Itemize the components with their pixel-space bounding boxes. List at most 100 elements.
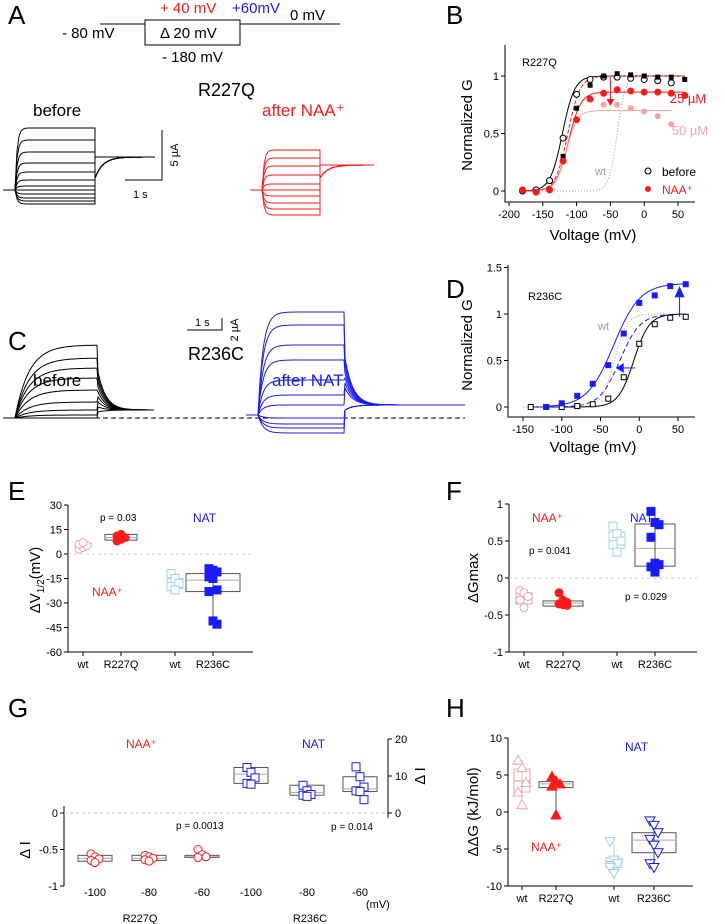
p-value: p = 0.03	[100, 513, 137, 524]
protocol-bottom: - 180 mV	[162, 49, 223, 66]
x-tick-label: R227Q	[104, 659, 139, 671]
y-tick-label: 0	[395, 808, 401, 820]
current-trace	[250, 157, 374, 191]
panel-label-a: A	[8, 0, 26, 30]
current-trace	[3, 156, 156, 191]
x-unit: (mV)	[366, 899, 390, 911]
panel-f-chart: ΔGmax NAA⁺ NAT p = 0.041 p = 0.029 -1-0.…	[465, 499, 697, 671]
y-tick-label: -1	[48, 881, 58, 893]
data-point	[667, 89, 675, 97]
x-axis-label: Voltage (mV)	[550, 439, 637, 456]
arrow-head-icon	[606, 99, 615, 106]
panel-a-after: after NAA⁺	[262, 101, 345, 120]
arrow-head-icon	[616, 362, 624, 373]
y-tick-label: 10	[490, 733, 502, 745]
data-point	[589, 401, 596, 408]
data-point	[655, 74, 661, 80]
data-point	[636, 299, 643, 306]
panel-label-c: C	[8, 326, 27, 356]
data-point	[546, 186, 554, 194]
data-point	[654, 113, 661, 120]
data-point	[648, 863, 660, 874]
current-trace	[246, 324, 465, 416]
50uM-annotation: 50 µM	[672, 123, 708, 138]
x-tick-label: R236C	[196, 659, 230, 671]
data-point	[648, 840, 660, 852]
current-trace	[250, 164, 374, 191]
data-point	[586, 95, 594, 103]
panel-e-chart: ΔV1/2(mV) p = 0.03 NAT NAA⁺ -60 -45 -30 -15…	[27, 500, 253, 671]
protocol-tail: 0 mV	[290, 7, 325, 24]
panel-label-g: G	[8, 693, 28, 723]
data-point	[573, 116, 581, 124]
naa-label: NAA⁺	[532, 511, 563, 525]
data-point	[573, 90, 581, 98]
scale-y-label: 2 µA	[229, 318, 241, 342]
y-axis-label: Δ I	[17, 841, 34, 859]
y-tick-label: 0	[497, 573, 503, 585]
current-trace	[3, 156, 155, 191]
nat-fit-curve	[546, 283, 686, 407]
current-trace	[3, 139, 155, 191]
y-tick-label: 0.5	[484, 129, 499, 141]
x-tick-label: -100	[240, 887, 262, 899]
panel-d-chart: R236C Normalized G Voltage (mV) wt 0 0.5 1…	[459, 263, 695, 456]
x-tick-label: wt	[169, 659, 181, 671]
nat-label: NAT	[625, 740, 649, 754]
x-tick-label: R227Q	[539, 893, 574, 905]
data-point	[644, 834, 656, 846]
x-tick-label: -150	[532, 209, 554, 221]
data-point	[667, 79, 675, 87]
y-tick-label: 0.5	[487, 356, 502, 368]
data-point	[646, 532, 656, 542]
data-point	[636, 340, 643, 347]
panel-label-b: B	[446, 0, 463, 30]
x-tick-label: -100	[84, 887, 106, 899]
current-trace	[3, 156, 155, 191]
current-trace	[3, 409, 154, 419]
data-point	[523, 592, 533, 601]
legend-naa: NAA⁺	[662, 183, 693, 197]
x-tick-label: -50	[593, 424, 609, 436]
data-point	[667, 283, 674, 290]
y-axis-label: Normalized G	[459, 79, 476, 171]
nat-label: NAT	[193, 511, 217, 525]
naa-label: NAA⁺	[531, 840, 562, 854]
data-point	[648, 820, 660, 832]
data-point	[668, 121, 675, 128]
data-point	[608, 868, 620, 880]
data-point	[641, 73, 647, 79]
p-value-2: p = 0.029	[625, 592, 667, 603]
y-tick-label: 0	[52, 808, 58, 820]
data-point	[586, 75, 594, 83]
data-point	[654, 560, 664, 570]
axes	[504, 45, 695, 203]
data-point	[587, 82, 593, 88]
current-trace	[246, 404, 465, 419]
data-point	[613, 86, 621, 94]
x-tick-label: 0	[641, 209, 647, 221]
data-point	[652, 828, 664, 839]
y-tick-label: -45	[46, 622, 62, 634]
panel-a-before: before	[33, 101, 81, 120]
data-point	[246, 779, 256, 789]
data-point	[520, 776, 532, 787]
data-point	[355, 787, 365, 797]
panel-label-h: H	[446, 693, 465, 723]
data-point	[519, 603, 529, 613]
panel-a-traces	[3, 127, 375, 216]
data-point	[543, 404, 550, 410]
data-point	[170, 585, 180, 595]
y-tick-label: 0	[493, 186, 499, 198]
panel-c-title: R236C	[188, 344, 244, 364]
y-tick-label: 5	[496, 770, 502, 782]
panel-label-d: D	[446, 274, 465, 304]
data-point	[667, 314, 674, 321]
data-point	[668, 74, 674, 80]
x-tick-label: R236C	[637, 893, 671, 905]
y-axis-label-right: Δ I	[412, 767, 429, 785]
legend-naa-marker	[645, 186, 651, 192]
x-tick-label: 0	[636, 424, 642, 436]
y-tick-label: 30	[50, 500, 62, 512]
data-point	[516, 761, 528, 773]
